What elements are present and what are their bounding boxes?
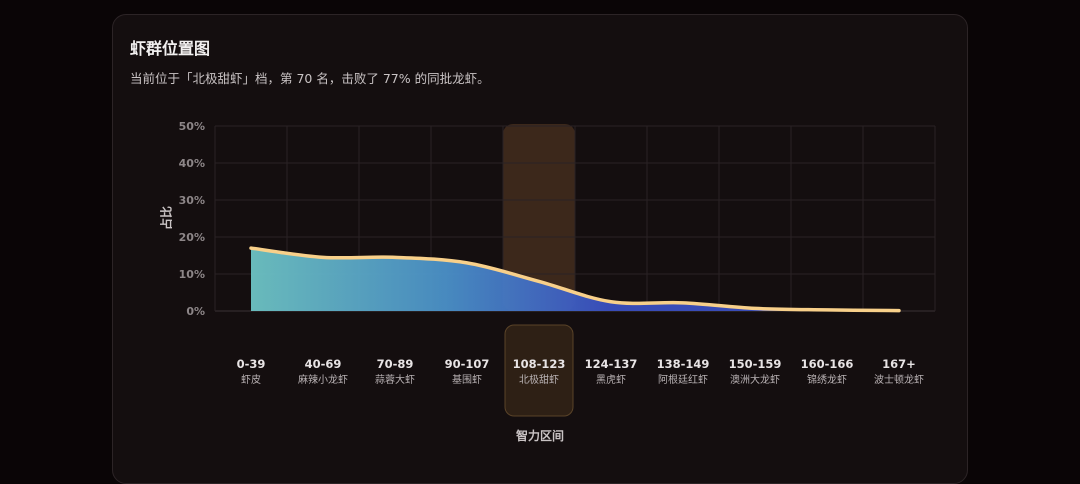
distribution-chart: 0% 10% 20% 30% 40% 50% 0-39 虾皮 40-69 麻辣小龙虾 70-89 蒜… [0,0,1080,463]
y-axis-label: 占比 [159,206,174,230]
x-category-name: 澳洲大龙虾 [730,373,780,386]
y-tick-label: 50% [179,120,205,133]
x-category-range: 70-89 [377,357,414,371]
x-category-name: 阿根廷红虾 [658,373,708,386]
y-tick-label: 10% [179,268,205,281]
x-category-range: 108-123 [513,357,566,371]
x-category-name: 黑虎虾 [596,373,626,386]
y-tick-label: 20% [179,231,205,244]
x-category-range: 138-149 [657,357,710,371]
x-category-range: 150-159 [729,357,782,371]
y-tick-label: 40% [179,157,205,170]
x-category-name: 蒜蓉大虾 [375,373,415,386]
y-tick-label: 0% [186,305,205,318]
x-category-name: 麻辣小龙虾 [298,373,348,386]
x-category-range: 40-69 [305,357,342,371]
x-category-name: 虾皮 [241,373,261,386]
x-axis-label: 智力区间 [515,428,564,443]
x-category-range: 90-107 [445,357,490,371]
x-category-range: 167+ [882,357,916,371]
x-category-name: 锦绣龙虾 [807,373,847,386]
x-category-name: 北极甜虾 [519,373,559,386]
x-category-range: 160-166 [801,357,854,371]
x-category-name: 波士顿龙虾 [874,373,924,386]
x-category-range: 0-39 [237,357,266,371]
x-category-range: 124-137 [585,357,638,371]
x-category-name: 基围虾 [452,373,482,386]
y-tick-label: 30% [179,194,205,207]
